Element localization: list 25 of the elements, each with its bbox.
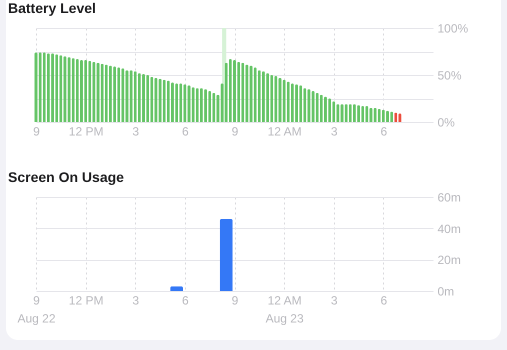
y-tick-label: 40m (438, 222, 461, 236)
x-tick-label: 6 (182, 124, 190, 138)
x-tick-label: 6 (380, 124, 388, 138)
x-tick-label: 3 (132, 294, 140, 308)
x-tick-label: 9 (232, 294, 239, 308)
x-tick-label: 9 (232, 124, 239, 138)
x-tick-label: 9 Aug 22 (17, 294, 56, 326)
y-tick-label: 60m (438, 190, 461, 204)
x-tick-label: 9 (33, 124, 40, 138)
x-tick-label: 3 (330, 124, 338, 138)
x-tick-label: 6 (182, 294, 190, 308)
x-tick-label: 12 AM (268, 124, 302, 138)
x-tick-label: 6 (380, 294, 388, 308)
x-tick-label: 3 (330, 294, 338, 308)
y-tick-label: 0m (438, 284, 454, 298)
y-tick-label: 100% (438, 22, 469, 36)
chart-title: Battery Level (8, 0, 96, 16)
x-tick-label: 3 (132, 124, 140, 138)
y-tick-label: 0% (438, 116, 456, 130)
chart-title: Screen On Usage (8, 169, 124, 185)
x-tick-label: 12 PM (68, 294, 104, 308)
x-tick-label: 12 PM (68, 124, 104, 138)
y-tick-label: 20m (438, 253, 461, 268)
x-tick-label: 12 AM Aug 23 (266, 294, 304, 326)
y-tick-label: 50% (438, 68, 462, 82)
